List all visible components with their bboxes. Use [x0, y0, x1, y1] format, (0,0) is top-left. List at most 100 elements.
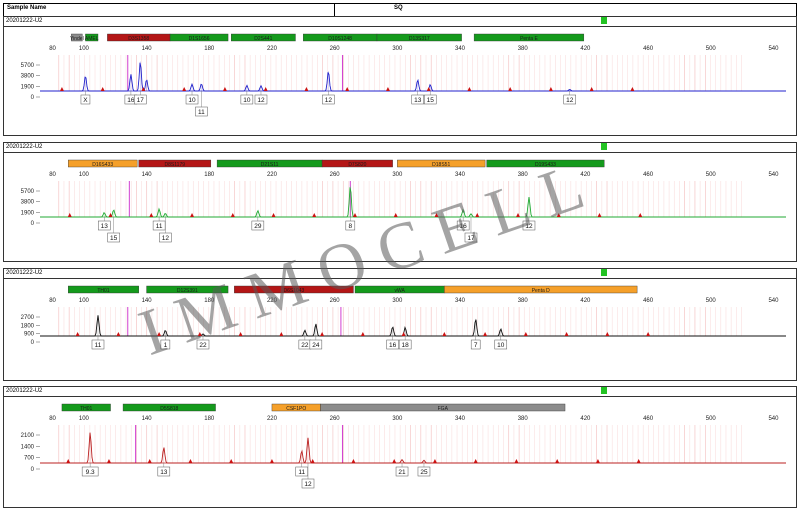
artifact-marker [106, 459, 111, 463]
x-tick-label: 500 [706, 172, 717, 178]
x-tick-label: 500 [706, 416, 717, 422]
artifact-marker [116, 332, 121, 336]
marker-d7s820: D7S820 [321, 159, 393, 168]
marker-d5s818: D5S818 [122, 403, 216, 412]
allele-call: 11 [152, 217, 166, 231]
allele-label: 25 [420, 469, 428, 476]
marker-label: D19S433 [535, 162, 556, 168]
marker-d13s317: D13S317 [376, 33, 462, 42]
electropherogram-plot: Yindel AMEL D3S1358 D1S1656 D2S441 D10S1248 D1… [21, 17, 786, 117]
marker-label: D6S1043 [283, 288, 304, 294]
allele-label: 10 [243, 97, 251, 104]
marker-label: D16S433 [92, 162, 113, 168]
allele-label: 12 [304, 481, 312, 488]
marker-bar [122, 403, 216, 412]
marker-th01: TH01 [61, 403, 111, 412]
artifact-marker [67, 213, 72, 217]
y-tick-label: 1400 [21, 444, 35, 450]
allele-call: X [80, 91, 91, 105]
allele-label: 12 [162, 235, 170, 242]
marker-label: D8S1179 [165, 162, 186, 168]
x-tick-label: 420 [580, 298, 591, 304]
allele-label: 17 [467, 235, 475, 242]
marker-bar [146, 285, 229, 294]
marker-label: vWA [394, 288, 405, 294]
artifact-marker [310, 459, 315, 463]
x-tick-label: 420 [580, 172, 591, 178]
allele-call: 22 [298, 336, 312, 350]
marker-label: Yindel [70, 36, 84, 42]
marker-bar [169, 33, 229, 42]
x-tick-label: 300 [392, 416, 403, 422]
artifact-marker [263, 87, 268, 91]
allele-label: 9.3 [86, 469, 95, 476]
y-tick-label: 5700 [21, 189, 35, 195]
allele-label: 16 [460, 223, 468, 230]
artifact-marker [564, 332, 569, 336]
x-tick-label: 340 [455, 172, 466, 178]
x-tick-label: 420 [580, 46, 591, 52]
marker-amel: AMEL [85, 33, 99, 42]
y-tick-label: 1800 [21, 323, 35, 329]
x-tick-label: 300 [392, 298, 403, 304]
allele-label: 16 [389, 342, 397, 349]
x-tick-label: 540 [768, 172, 779, 178]
artifact-marker [75, 332, 80, 336]
allele-call: 18 [398, 336, 412, 350]
artifact-marker [59, 87, 64, 91]
artifact-marker [595, 459, 600, 463]
allele-call: 13 [157, 463, 171, 477]
status-indicator [601, 143, 607, 150]
x-tick-label: 380 [518, 172, 529, 178]
allele-call: 9.3 [81, 463, 99, 477]
artifact-marker [312, 213, 317, 217]
marker-penta-d: Penta D [444, 285, 638, 294]
sq-column-label: SQ [394, 5, 403, 11]
allele-label: 12 [566, 97, 574, 104]
allele-call: 13 [98, 217, 111, 231]
x-tick-label: 300 [392, 172, 403, 178]
marker-d16s433: D16S433 [68, 159, 138, 168]
y-tick-label: 2700 [21, 315, 35, 321]
artifact-marker [222, 87, 227, 91]
y-tick-label: 0 [31, 467, 35, 473]
x-tick-label: 220 [267, 172, 278, 178]
allele-call: 12 [159, 217, 172, 243]
allele-call: 12 [254, 91, 268, 105]
allele-call: 15 [107, 217, 120, 243]
x-tick-label: 540 [768, 298, 779, 304]
electropherogram-plot: TH01 D12S391 D6S1043 vWA Penta D80 100 140 180 2… [21, 269, 786, 350]
artifact-marker [442, 332, 447, 336]
marker-label: Penta E [520, 36, 538, 42]
artifact-marker [392, 459, 397, 463]
y-tick-label: 900 [24, 332, 35, 338]
artifact-marker [141, 87, 146, 91]
x-tick-label: 380 [518, 416, 529, 422]
x-tick-label: 500 [706, 46, 717, 52]
artifact-marker [320, 332, 325, 336]
marker-label: D18S51 [432, 162, 450, 168]
x-tick-label: 340 [455, 416, 466, 422]
marker-label: FGA [438, 406, 449, 412]
marker-label: Penta D [532, 288, 550, 294]
artifact-marker [630, 87, 635, 91]
marker-bar [444, 285, 638, 294]
x-tick-label: 220 [267, 46, 278, 52]
allele-call: 11 [91, 336, 105, 350]
x-tick-label: 260 [330, 46, 341, 52]
panel-title-rule [4, 396, 796, 397]
x-tick-label: 260 [330, 416, 341, 422]
x-tick-label: 180 [204, 172, 215, 178]
artifact-marker [636, 459, 641, 463]
marker-d1s1656: D1S1656 [169, 33, 229, 42]
marker-label: D3S1358 [128, 36, 149, 42]
panel-3: 20201222-U2 TH01 D12S391 D6S1043 vWA Penta D 8… [3, 268, 797, 381]
artifact-marker [353, 213, 358, 217]
x-tick-label: 340 [455, 46, 466, 52]
x-tick-label: 500 [706, 298, 717, 304]
artifact-marker [483, 332, 488, 336]
marker-d6s1043: D6S1043 [234, 285, 354, 294]
x-tick-label: 380 [518, 298, 529, 304]
x-tick-label: 420 [580, 416, 591, 422]
allele-call: 11 [295, 463, 308, 477]
